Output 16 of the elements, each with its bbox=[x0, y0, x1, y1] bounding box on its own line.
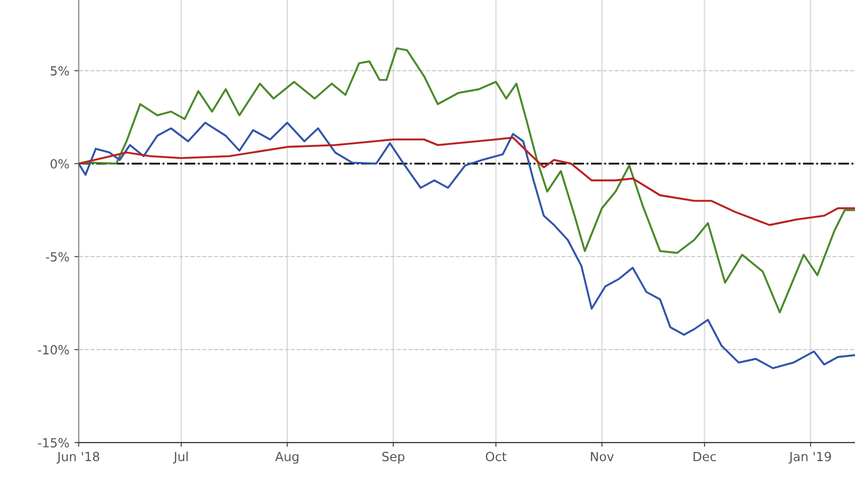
y-tick-label: 5% bbox=[50, 66, 69, 76]
x-tick-label: Nov bbox=[590, 452, 614, 462]
y-tick-label: 0% bbox=[50, 159, 69, 169]
line-series bbox=[78, 122, 855, 370]
x-tick-label: Oct bbox=[486, 452, 506, 462]
y-tick-label: -10% bbox=[38, 345, 69, 355]
x-tick-label: Jul bbox=[173, 452, 188, 464]
y-tick-label: -5% bbox=[46, 252, 69, 262]
x-tick-label: Sep bbox=[382, 452, 404, 464]
x-tick-label: Jan '19 bbox=[788, 452, 831, 464]
x-tick-label: Aug bbox=[275, 452, 298, 464]
x-tick-label: Dec bbox=[694, 452, 716, 462]
x-tick-label: Jun '18 bbox=[56, 452, 100, 464]
y-tick-label: -15% bbox=[38, 438, 69, 448]
line-series bbox=[78, 136, 855, 226]
line-series bbox=[78, 47, 855, 314]
